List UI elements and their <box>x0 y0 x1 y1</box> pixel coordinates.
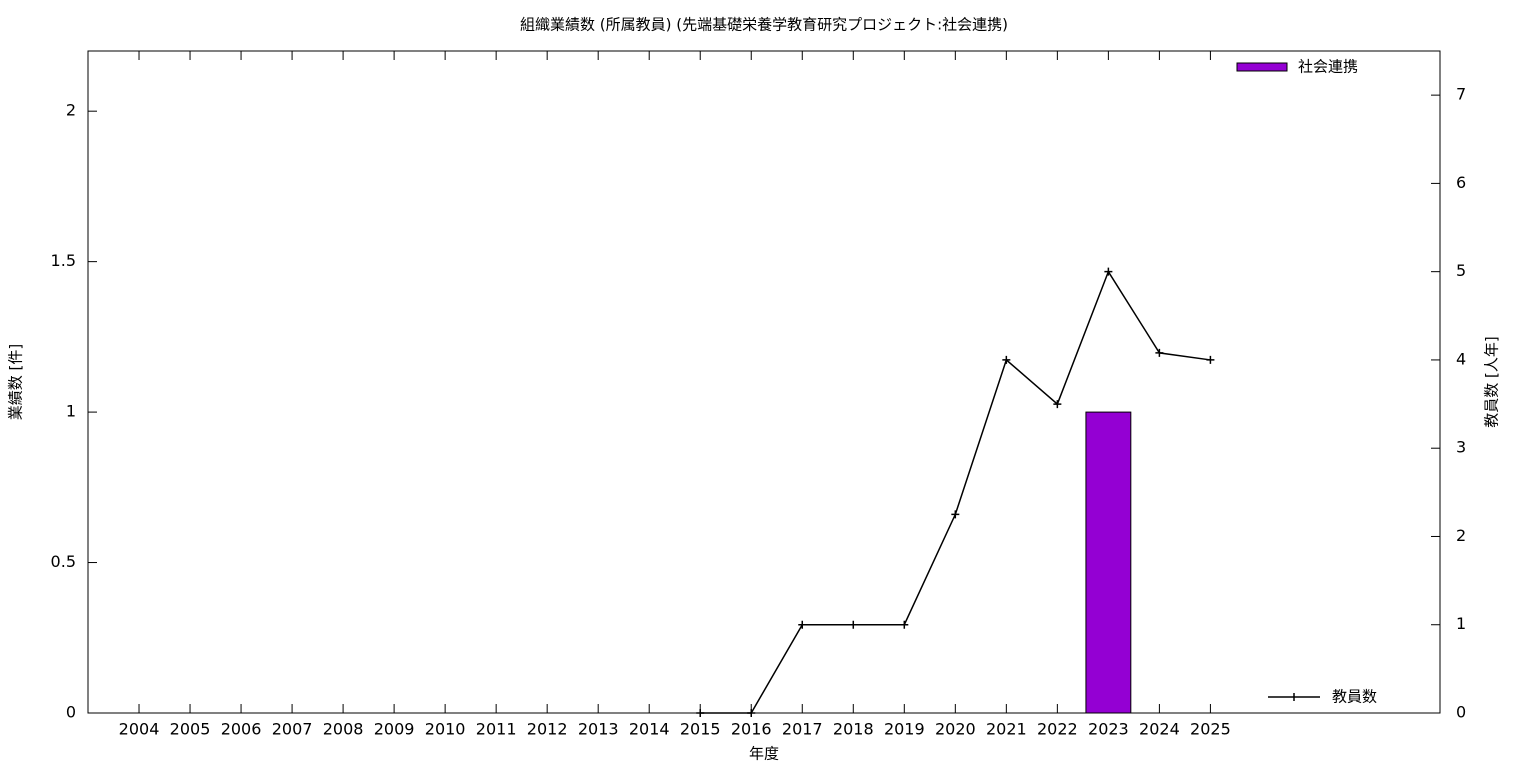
x-tick-label: 2019 <box>884 720 925 739</box>
x-tick-label: 2023 <box>1088 720 1129 739</box>
y-tick-label: 1 <box>66 402 76 421</box>
y2-tick-label: 5 <box>1456 261 1466 280</box>
y2-tick-label: 3 <box>1456 438 1466 457</box>
legend-swatch <box>1236 62 1288 72</box>
x-tick-label: 2008 <box>323 720 364 739</box>
x-tick-label: 2007 <box>272 720 313 739</box>
x-tick-label: 2016 <box>731 720 772 739</box>
point <box>1002 355 1011 364</box>
x-tick-label: 2024 <box>1139 720 1180 739</box>
x-tick-label: 2004 <box>119 720 160 739</box>
x-tick-label: 2006 <box>221 720 262 739</box>
x-tick-label: 2010 <box>425 720 466 739</box>
x-tick-label: 2005 <box>170 720 211 739</box>
x-tick-label: 2012 <box>527 720 568 739</box>
y-tick-label: 0.5 <box>51 552 76 571</box>
point <box>1053 400 1062 409</box>
x-tick-label: 2017 <box>782 720 823 739</box>
x-tick-label: 2020 <box>935 720 976 739</box>
y-tick-label: 1.5 <box>51 251 76 270</box>
legend-label: 社会連携 <box>1298 58 1358 76</box>
point <box>849 620 858 629</box>
bar <box>1085 411 1132 714</box>
y2-tick-label: 0 <box>1456 703 1466 722</box>
y-axis-label: 業績数 [件] <box>7 344 25 420</box>
line <box>700 270 1211 714</box>
x-tick-label: 2018 <box>833 720 874 739</box>
point <box>1104 267 1113 276</box>
y2-axis-label: 教員数 [人年] <box>1483 336 1501 427</box>
point <box>900 620 909 629</box>
y-tick-label: 2 <box>66 101 76 120</box>
legend-swatch <box>1268 693 1320 701</box>
y2-tick-label: 1 <box>1456 614 1466 633</box>
x-tick-label: 2013 <box>578 720 619 739</box>
x-tick-label: 2009 <box>374 720 415 739</box>
x-tick-label: 2015 <box>680 720 721 739</box>
y2-tick-label: 7 <box>1456 85 1466 104</box>
point <box>1155 348 1164 357</box>
chart-title: 組織業績数 (所属教員) (先端基礎栄養学教育研究プロジェクト:社会連携) <box>520 16 1008 34</box>
x-tick-label: 2011 <box>476 720 517 739</box>
x-tick-label: 2022 <box>1037 720 1078 739</box>
y2-tick-label: 6 <box>1456 173 1466 192</box>
x-tick-label: 2025 <box>1190 720 1231 739</box>
x-tick-label: 2014 <box>629 720 670 739</box>
plot-border <box>87 50 1441 714</box>
point <box>1206 355 1215 364</box>
y-tick-label: 0 <box>66 703 76 722</box>
x-tick-label: 2021 <box>986 720 1027 739</box>
point <box>951 510 960 519</box>
legend-label: 教員数 <box>1332 688 1377 706</box>
y2-tick-label: 2 <box>1456 526 1466 545</box>
y2-tick-label: 4 <box>1456 349 1466 368</box>
point <box>798 620 807 629</box>
x-axis-label: 年度 <box>749 745 779 763</box>
